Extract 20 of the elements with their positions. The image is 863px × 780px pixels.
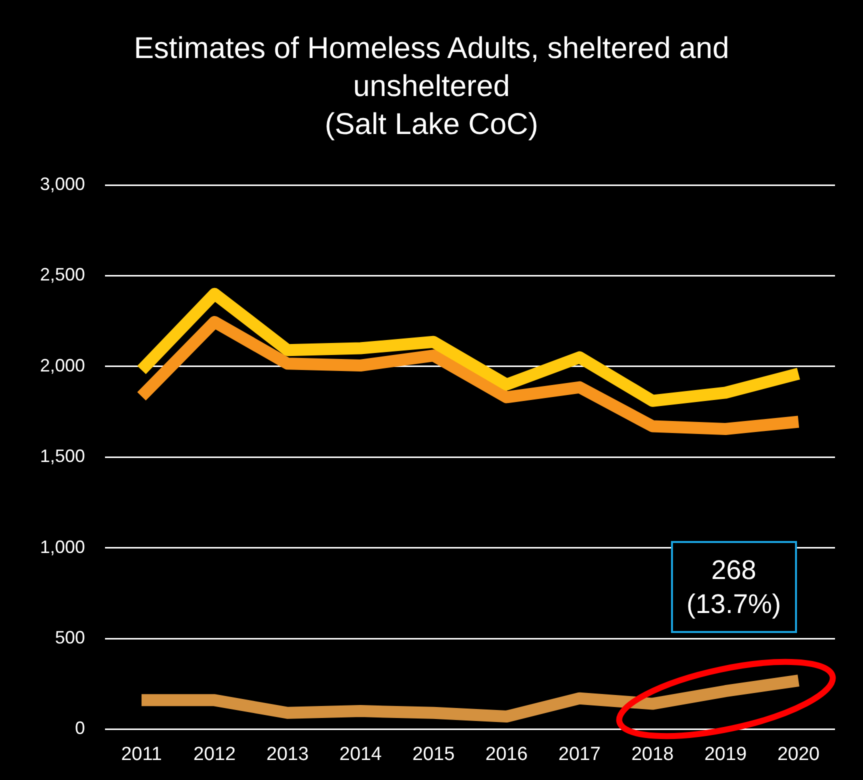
- x-tick-label: 2019: [704, 744, 747, 765]
- x-tick-label: 2016: [485, 744, 528, 765]
- x-tick-label: 2013: [266, 744, 309, 765]
- x-tick-label: 2014: [339, 744, 382, 765]
- x-tick-label: 2018: [631, 744, 674, 765]
- chart-title: Estimates of Homeless Adults, sheltered and unsheltered: [132, 31, 730, 105]
- y-tick-label: 1,000: [40, 536, 86, 557]
- x-tick-label: 2015: [412, 744, 455, 765]
- x-tick-label: 2012: [193, 744, 236, 765]
- y-tick-label: 3,000: [40, 174, 86, 194]
- y-tick-label: 1,500: [40, 446, 86, 466]
- x-tick-label: 2011: [121, 744, 162, 765]
- y-tick-label: 500: [54, 627, 86, 648]
- chart-subtitle: (Salt Lake CoC): [324, 107, 540, 143]
- y-tick-label: 2,000: [40, 355, 86, 376]
- y-tick-label: 0: [75, 718, 86, 738]
- x-tick-label: 2017: [558, 744, 601, 765]
- x-tick-label: 2020: [777, 744, 820, 765]
- y-tick-label: 2,500: [40, 264, 86, 285]
- annotation: 268 (13.7%): [670, 540, 798, 633]
